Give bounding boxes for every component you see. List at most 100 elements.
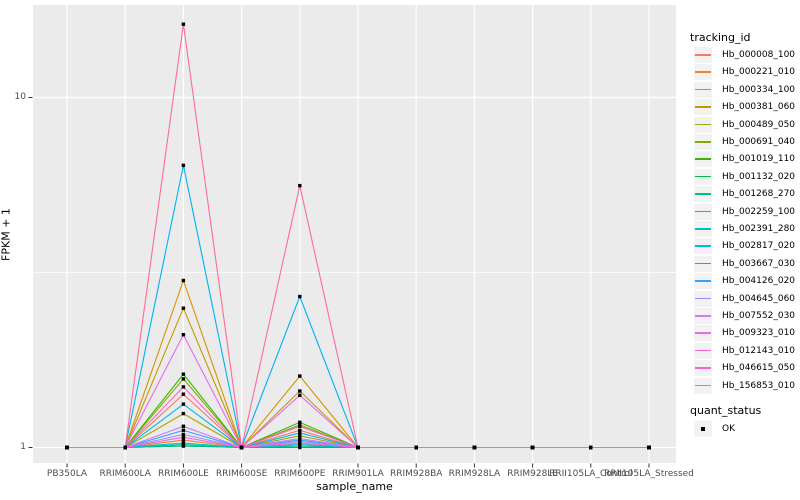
- legend-item-label: Hb_007552_030: [722, 311, 796, 321]
- x-tick-label: RRII105LA_Stressed: [604, 469, 694, 479]
- legend-item: Hb_156853_010: [694, 377, 795, 394]
- legend-item: Hb_012143_010: [694, 342, 796, 359]
- point-marker: [181, 424, 186, 428]
- point-marker: [65, 445, 69, 450]
- x-tick-label: RRIM901LA: [332, 469, 384, 479]
- point-marker: [298, 374, 302, 378]
- point-marker: [298, 434, 302, 438]
- point-marker: [298, 428, 302, 432]
- legend-item-label: Hb_012143_010: [722, 345, 796, 356]
- line-swatch-icon: [695, 228, 711, 230]
- point-marker: [298, 183, 302, 188]
- legend-item-label: Hb_009323_010: [722, 328, 796, 339]
- point-marker: [181, 438, 186, 442]
- point-marker: [414, 445, 418, 450]
- point-marker: [181, 411, 186, 416]
- legend-item-label: Hb_004126_020: [722, 276, 796, 287]
- legend-key-box: [694, 325, 712, 342]
- legend-key-box: [694, 151, 712, 168]
- legend-key-box: [694, 221, 712, 237]
- legend-item-label: Hb_002391_280: [722, 224, 796, 234]
- legend-key-box: [694, 342, 712, 359]
- legend-item-ok: OK: [694, 421, 735, 437]
- legend-key-box: [694, 308, 712, 324]
- legend-item: Hb_001268_270: [694, 186, 795, 203]
- legend-item: Hb_007552_030: [694, 308, 795, 324]
- legend-item-label: Hb_000334_100: [722, 84, 796, 95]
- legend-item-label: Hb_001132_020: [722, 171, 796, 182]
- point-marker: [298, 436, 302, 441]
- legend-item: Hb_004645_060: [694, 290, 795, 307]
- point-marker: [298, 420, 302, 425]
- legend-item-label: Hb_002817_020: [722, 241, 796, 252]
- point-marker: [181, 441, 186, 445]
- legend-key-box: [694, 273, 712, 290]
- legend-key-box: [694, 238, 712, 255]
- legend-key-box: [694, 186, 712, 203]
- legend-item-label: Hb_002259_100: [722, 206, 796, 217]
- legend-item-label: OK: [722, 424, 735, 434]
- line-swatch-icon: [695, 297, 711, 300]
- legend-key-box: [694, 134, 712, 150]
- point-marker: [181, 385, 186, 389]
- legend-key-box: [694, 168, 712, 185]
- legend-item: Hb_046615_050: [694, 360, 796, 377]
- legend-title: tracking_id: [690, 31, 751, 44]
- legend-item: Hb_001019_110: [694, 151, 795, 168]
- y-tick-label: 10: [14, 91, 26, 102]
- point-marker: [181, 306, 186, 310]
- line-swatch-icon: [695, 158, 711, 160]
- legend-key-box: [694, 99, 712, 116]
- point-marker: [472, 445, 477, 450]
- line-swatch-icon: [695, 384, 711, 387]
- point-marker: [239, 445, 244, 450]
- x-tick-label: RRIM928LE: [507, 469, 558, 479]
- x-tick-label: RRIM600PE: [274, 469, 326, 479]
- point-marker: [298, 294, 302, 299]
- line-swatch-icon: [695, 88, 711, 91]
- legend-item-label: Hb_003667_030: [722, 258, 796, 269]
- x-tick-label: RRII105LA_Control: [549, 469, 633, 479]
- legend-item: Hb_009323_010: [694, 325, 796, 342]
- legend-key-box: [694, 290, 712, 307]
- legend-item-label: Hb_000691_040: [722, 137, 796, 147]
- x-tick-label: PB350LA: [46, 469, 88, 479]
- point-marker: [298, 431, 302, 435]
- legend-key-box: [694, 421, 712, 437]
- point-marker: [298, 393, 302, 397]
- legend-item: Hb_000008_100: [694, 47, 795, 63]
- legend-item: Hb_001132_020: [694, 168, 796, 185]
- point-marker: [298, 389, 302, 393]
- point-marker: [181, 372, 186, 376]
- legend-item: Hb_004126_020: [694, 273, 796, 290]
- line-swatch-icon: [695, 123, 711, 126]
- legend-item: Hb_000489_050: [694, 116, 795, 133]
- legend-item: Hb_000221_010: [694, 64, 795, 81]
- line-swatch-icon: [695, 367, 711, 369]
- point-marker: [181, 377, 186, 381]
- legend-key-box: [694, 377, 712, 394]
- line-swatch-icon: [695, 193, 711, 195]
- legend-item: Hb_002259_100: [694, 203, 796, 220]
- legend-item: Hb_000691_040: [694, 134, 795, 150]
- point-marker: [647, 445, 651, 450]
- legend-key-box: [694, 360, 712, 377]
- point-marker: [181, 333, 186, 337]
- legend-key-box: [694, 64, 712, 81]
- line-swatch-icon: [695, 245, 711, 247]
- point-marker: [181, 392, 186, 396]
- plot-panel: [33, 5, 676, 463]
- legend-item-label: Hb_046615_050: [722, 363, 796, 374]
- point-marker: [530, 445, 535, 450]
- x-tick-label: RRIM600LA: [99, 469, 151, 479]
- line-swatch-icon: [695, 175, 711, 178]
- line-swatch-icon: [695, 71, 711, 73]
- legend-item: Hb_000381_060: [694, 99, 796, 116]
- x-tick-label: RRIM600LE: [157, 469, 209, 479]
- legend2-title: quant_status: [690, 404, 762, 417]
- point-marker: [181, 22, 186, 26]
- legend-item-label: Hb_000381_060: [722, 102, 796, 113]
- legend-item: Hb_000334_100: [694, 81, 796, 98]
